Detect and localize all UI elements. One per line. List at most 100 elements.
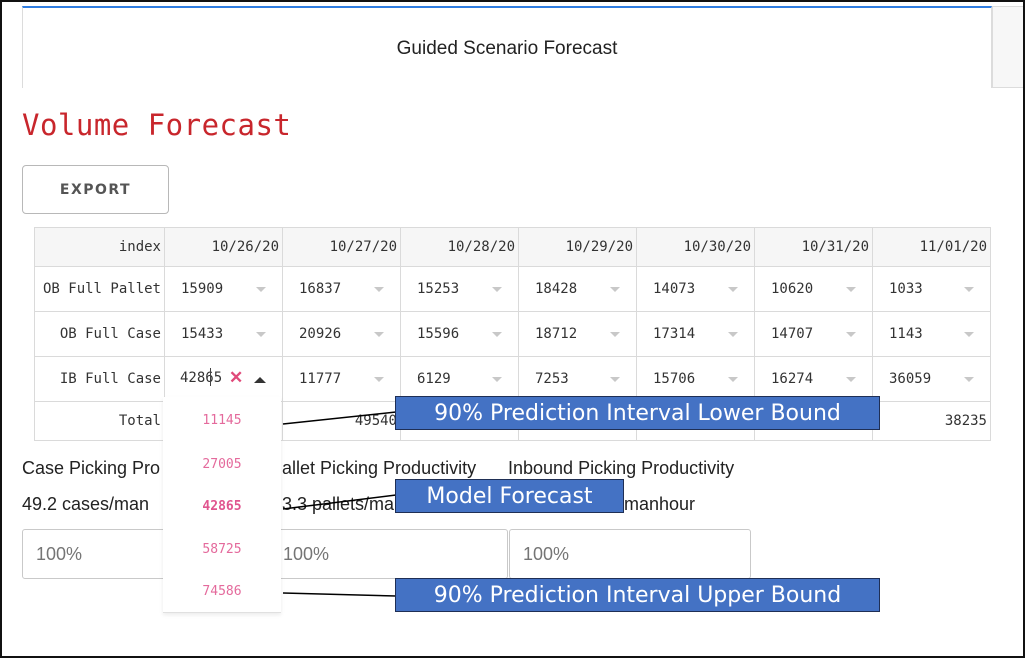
inbound-picking-label: Inbound Picking Productivity — [508, 458, 735, 478]
cell-value: 36059 — [889, 371, 932, 387]
inbound-picking-value: manhour — [624, 494, 696, 514]
chevron-down-icon[interactable] — [964, 377, 974, 382]
export-button[interactable]: EXPORT — [22, 165, 169, 214]
cell-value: 15596 — [417, 326, 460, 342]
date-header: 10/29/20 — [518, 227, 637, 267]
chevron-down-icon[interactable] — [610, 332, 620, 337]
chevron-down-icon[interactable] — [728, 377, 738, 382]
inbound-picking-input[interactable] — [509, 529, 751, 579]
table-row: OB Full Pallet 15909 16837 15253 18428 1… — [34, 266, 991, 312]
tab-overflow[interactable] — [992, 6, 1023, 88]
value-select[interactable]: 10620 — [754, 266, 873, 312]
chevron-down-icon[interactable] — [374, 287, 384, 292]
tab-panel[interactable]: Guided Scenario Forecast — [22, 6, 992, 88]
pallet-picking-input[interactable] — [270, 529, 508, 579]
dropdown-option-selected[interactable]: 42865 — [202, 499, 242, 514]
chevron-down-icon[interactable] — [846, 377, 856, 382]
pallet-picking-label: allet Picking Productivity — [282, 458, 477, 478]
active-cell-value[interactable]: 42865 — [180, 370, 223, 386]
cell-value: 14073 — [653, 281, 696, 297]
date-header: 10/30/20 — [636, 227, 755, 267]
value-select[interactable]: 15706 — [636, 356, 755, 402]
cell-value: 16274 — [771, 371, 814, 387]
chevron-down-icon[interactable] — [256, 287, 266, 292]
close-icon[interactable]: ✕ — [229, 368, 244, 387]
cell-value: 11777 — [299, 371, 342, 387]
chevron-down-icon[interactable] — [492, 287, 502, 292]
chevron-down-icon[interactable] — [728, 287, 738, 292]
chevron-down-icon[interactable] — [374, 377, 384, 382]
date-header: 11/01/20 — [872, 227, 991, 267]
lower-bound-callout: 90% Prediction Interval Lower Bound — [395, 396, 880, 430]
value-select[interactable]: 15596 — [400, 311, 519, 357]
value-select[interactable]: 18428 — [518, 266, 637, 312]
value-select[interactable]: 7253 — [518, 356, 637, 402]
cell-value: 1143 — [889, 326, 923, 342]
value-select[interactable]: 14073 — [636, 266, 755, 312]
value-select[interactable]: 16274 — [754, 356, 873, 402]
date-header: 10/26/20 — [164, 227, 283, 267]
case-picking-value: 49.2 cases/man — [22, 494, 150, 514]
chevron-down-icon[interactable] — [846, 287, 856, 292]
dropdown-option[interactable]: 74586 — [202, 584, 242, 599]
model-forecast-leader — [282, 494, 397, 510]
forecast-dropdown-menu: 11145 27005 42865 58725 74586 — [163, 397, 281, 613]
row-label: IB Full Case — [34, 356, 165, 402]
chevron-down-icon[interactable] — [610, 377, 620, 382]
cell-value: 20926 — [299, 326, 342, 342]
row-label: OB Full Case — [34, 311, 165, 357]
chevron-up-icon[interactable] — [254, 377, 266, 383]
cell-value: 15433 — [181, 326, 224, 342]
page-title: Volume Forecast — [22, 108, 292, 142]
chevron-down-icon[interactable] — [492, 332, 502, 337]
cell-value: 14707 — [771, 326, 814, 342]
cell-value: 10620 — [771, 281, 814, 297]
upper-bound-callout: 90% Prediction Interval Upper Bound — [395, 578, 880, 612]
value-select[interactable]: 15433 — [164, 311, 283, 357]
table-row: IB Full Case 11777 6129 7253 15706 16274… — [34, 356, 991, 402]
cell-value: 18712 — [535, 326, 578, 342]
cell-value: 6129 — [417, 371, 451, 387]
value-select[interactable]: 1033 — [872, 266, 991, 312]
chevron-down-icon[interactable] — [728, 332, 738, 337]
cell-value: 17314 — [653, 326, 696, 342]
value-select[interactable]: 36059 — [872, 356, 991, 402]
chevron-down-icon[interactable] — [492, 377, 502, 382]
dropdown-option[interactable]: 27005 — [202, 457, 242, 472]
case-picking-label: Case Picking Pro — [22, 458, 161, 478]
cell-value: 18428 — [535, 281, 578, 297]
total-value: 49540 — [282, 401, 401, 441]
value-select[interactable]: 15909 — [164, 266, 283, 312]
value-select[interactable]: 6129 — [400, 356, 519, 402]
chevron-down-icon[interactable] — [846, 332, 856, 337]
value-select[interactable]: 11777 — [282, 356, 401, 402]
total-value: 38235 — [872, 401, 991, 441]
cell-value: 15706 — [653, 371, 696, 387]
cell-value: 15253 — [417, 281, 460, 297]
chevron-down-icon[interactable] — [256, 332, 266, 337]
value-select[interactable]: 1143 — [872, 311, 991, 357]
text-cursor — [210, 368, 211, 386]
cell-value: 7253 — [535, 371, 569, 387]
value-select[interactable]: 15253 — [400, 266, 519, 312]
date-header: 10/27/20 — [282, 227, 401, 267]
table-row: OB Full Case 15433 20926 15596 18712 173… — [34, 311, 991, 357]
row-label: OB Full Pallet — [34, 266, 165, 312]
index-header: index — [34, 227, 165, 267]
table-header-row: index 10/26/20 10/27/20 10/28/20 10/29/2… — [34, 227, 991, 267]
chevron-down-icon[interactable] — [374, 332, 384, 337]
total-label: Total — [34, 401, 165, 441]
model-forecast-callout: Model Forecast — [395, 479, 624, 513]
chevron-down-icon[interactable] — [964, 332, 974, 337]
chevron-down-icon[interactable] — [964, 287, 974, 292]
lower-bound-leader — [282, 411, 397, 425]
chevron-down-icon[interactable] — [610, 287, 620, 292]
tab-title[interactable]: Guided Scenario Forecast — [396, 38, 618, 59]
dropdown-option[interactable]: 58725 — [202, 542, 242, 557]
upper-bound-leader — [282, 592, 397, 597]
value-select[interactable]: 17314 — [636, 311, 755, 357]
dropdown-option[interactable]: 11145 — [202, 413, 242, 428]
cell-value: 16837 — [299, 281, 342, 297]
